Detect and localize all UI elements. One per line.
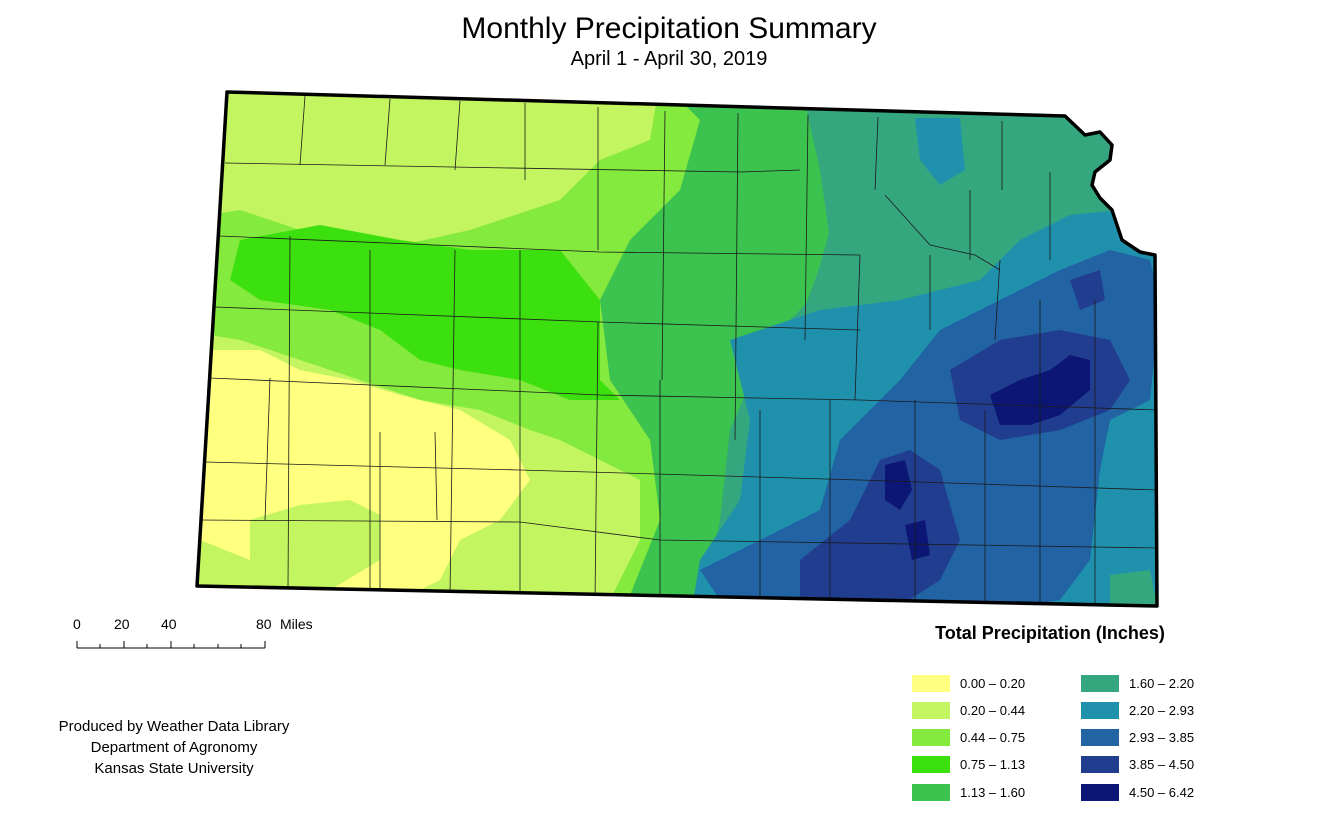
legend-swatch <box>912 756 950 773</box>
zone-2-20-2-93-north <box>915 118 965 185</box>
zone-3-85-4-50-south <box>800 450 960 606</box>
zone-0-75-1-13 <box>230 225 620 400</box>
credit-line: Department of Agronomy <box>90 739 258 756</box>
legend-label: 3.85 – 4.50 <box>1129 757 1195 772</box>
legend-swatch <box>1081 729 1119 746</box>
legend-label: 1.60 – 2.20 <box>1129 676 1195 691</box>
zone-4-50-6-42-south2 <box>905 520 930 560</box>
kansas-outline <box>195 90 1159 608</box>
legend-title: Total Precipitation (Inches) <box>935 623 1165 643</box>
scale-bar-graphic <box>76 641 266 649</box>
scale-tick-20: 20 <box>114 616 130 632</box>
legend-label: 0.00 – 0.20 <box>960 676 1026 691</box>
legend-label: 4.50 – 6.42 <box>1129 785 1195 800</box>
credit-line: Kansas State University <box>94 760 254 777</box>
legend-label: 1.13 – 1.60 <box>960 785 1026 800</box>
zone-4-50-6-42-south <box>885 460 912 510</box>
legend-swatch <box>1081 702 1119 719</box>
legend-label: 2.20 – 2.93 <box>1129 703 1195 718</box>
map-subtitle: April 1 - April 30, 2019 <box>570 48 768 70</box>
zone-0-20-0-44-west <box>197 92 660 250</box>
zone-0-20-0-44-inner <box>250 500 380 590</box>
scale-tick-40: 40 <box>161 616 177 632</box>
credit-line: Produced by Weather Data Library <box>58 718 290 735</box>
legend-swatch <box>1081 675 1119 692</box>
scale-tick-80: 80 <box>256 616 272 632</box>
zone-1-60-2-20-se <box>1110 570 1157 606</box>
zone-1-13-1-60 <box>600 92 830 606</box>
legend-label: 0.75 – 1.13 <box>960 757 1026 772</box>
scale-bar: 0 20 40 80 Miles <box>70 612 340 662</box>
legend-swatch <box>912 784 950 801</box>
scale-unit: Miles <box>280 616 313 632</box>
zone-3-85-4-50-east <box>1070 270 1105 310</box>
map-title: Monthly Precipitation Summary <box>461 12 877 45</box>
county-boundaries <box>199 95 1157 606</box>
precipitation-zones <box>197 92 1157 606</box>
legend-swatch <box>912 729 950 746</box>
credits: Produced by Weather Data Library Departm… <box>24 716 324 779</box>
legend-swatch <box>912 675 950 692</box>
scale-tick-0: 0 <box>73 616 81 632</box>
legend-swatch <box>1081 756 1119 773</box>
legend-label: 0.20 – 0.44 <box>960 703 1026 718</box>
legend-label: 2.93 – 3.85 <box>1129 730 1195 745</box>
legend-swatch <box>912 702 950 719</box>
legend-label: 0.44 – 0.75 <box>960 730 1026 745</box>
legend-swatch <box>1081 784 1119 801</box>
